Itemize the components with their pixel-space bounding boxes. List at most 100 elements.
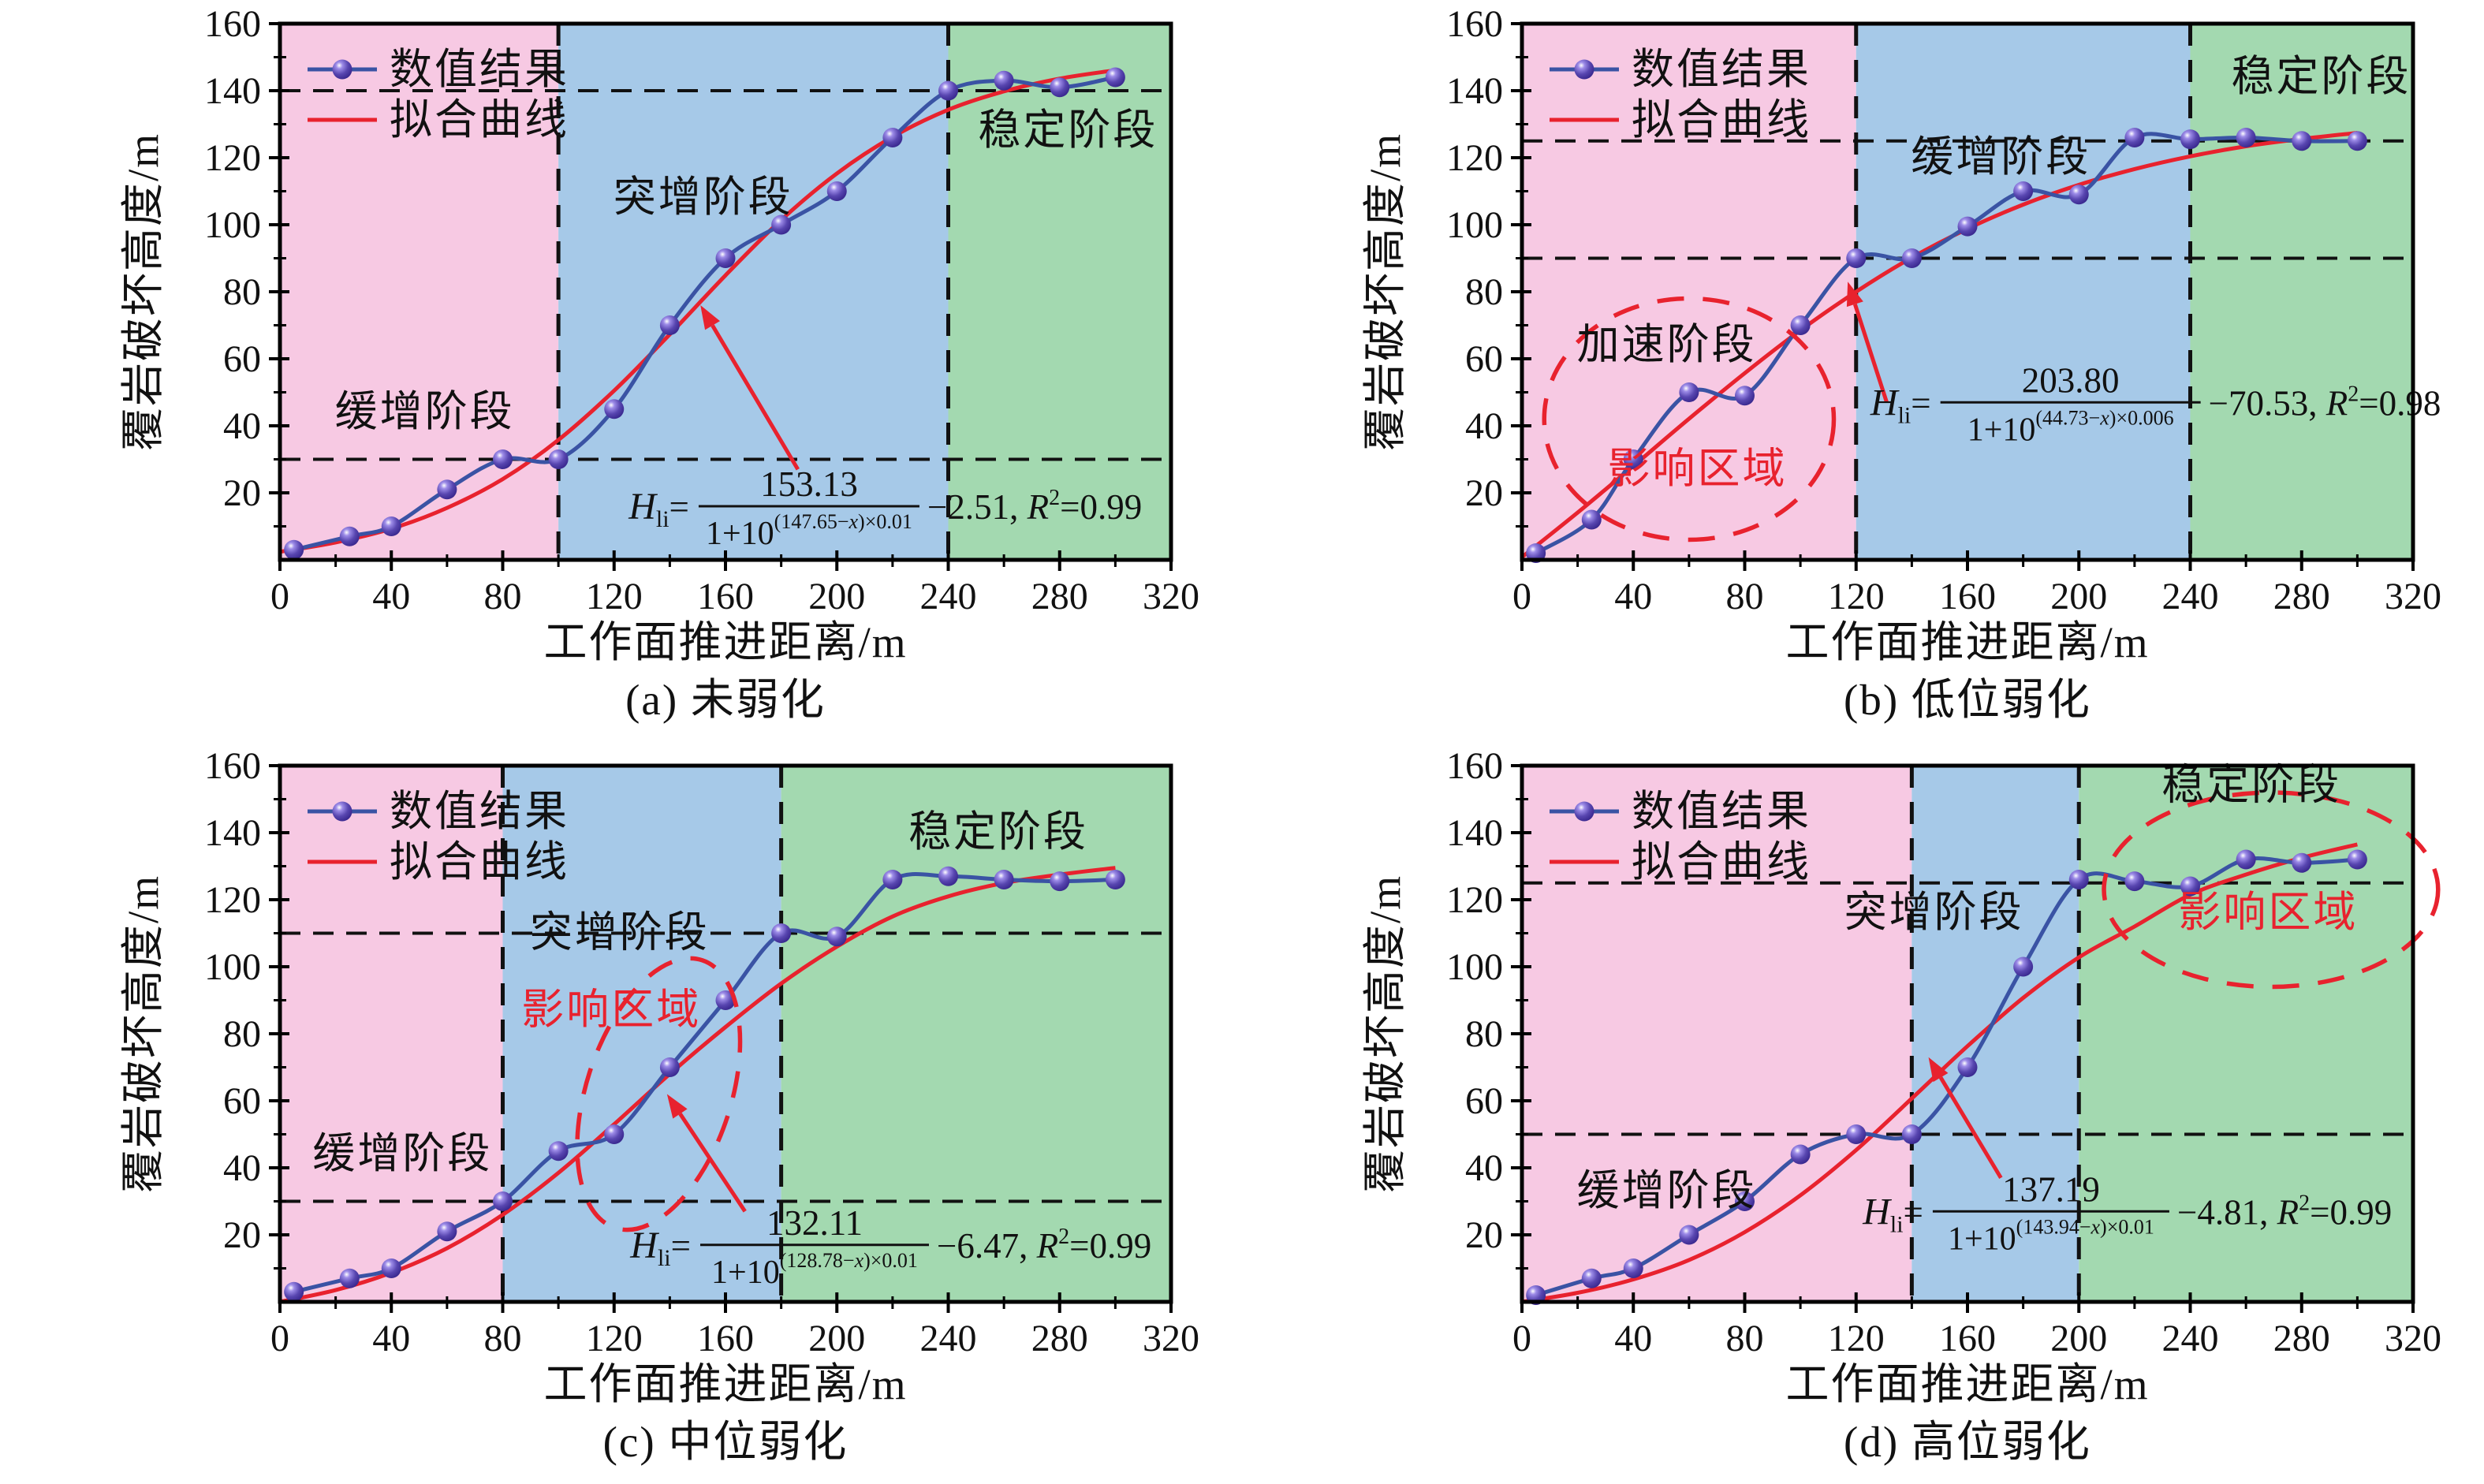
formula-lhs: Hli= — [1862, 1191, 1923, 1237]
data-point-marker — [826, 181, 847, 201]
data-point-marker — [1846, 248, 1867, 268]
data-point-marker — [493, 449, 513, 469]
data-point-marker — [437, 1221, 457, 1242]
y-tick-label: 80 — [1465, 271, 1503, 313]
legend-numeric-label: 数值结果 — [1632, 788, 1811, 835]
x-tick-label: 200 — [808, 576, 865, 615]
x-tick-label: 120 — [586, 576, 643, 615]
stage-region-0 — [280, 766, 503, 1302]
data-point-marker — [284, 1281, 304, 1302]
y-tick-label: 60 — [223, 338, 261, 380]
x-axis-label-c: 工作面推进距离/m — [543, 1360, 908, 1408]
annotation-arrow-head — [1846, 282, 1863, 308]
x-axis-label-d: 工作面推进距离/m — [1785, 1360, 2150, 1408]
caption-a: (a) 未弱化 — [625, 676, 826, 724]
x-tick-label: 80 — [1726, 1318, 1764, 1357]
data-point-marker — [381, 516, 401, 536]
numeric-curve — [1535, 856, 2358, 1297]
stage-region-1 — [502, 766, 781, 1302]
x-tick-label: 40 — [372, 1318, 410, 1357]
formula-numerator: 203.80 — [2022, 360, 2120, 400]
annotation-arrow-shaft — [711, 324, 800, 471]
x-tick-label: 320 — [1143, 576, 1199, 615]
data-point-marker — [659, 315, 680, 335]
y-tick-label: 160 — [1446, 3, 1503, 45]
y-axis-title: 覆岩破坏高度/m — [1361, 132, 1409, 451]
stage-region-2 — [781, 766, 1171, 1302]
x-tick-label: 240 — [2162, 576, 2219, 615]
x-tick-label: 160 — [1939, 1318, 1996, 1357]
influence-zone-label: 影响区域 — [2178, 889, 2358, 936]
formula-suffix: −70.53, R2=0.98 — [2209, 382, 2441, 423]
caption-b: (b) 低位弱化 — [1844, 676, 2091, 724]
data-point-marker — [1050, 77, 1070, 98]
stage-label-0: 加速阶段 — [1577, 321, 1757, 368]
y-tick-label: 80 — [223, 1013, 261, 1055]
data-point-marker — [882, 128, 903, 147]
data-point-marker — [1735, 1191, 1755, 1211]
formula-denominator: 1+10(128.78−x)×0.01 — [711, 1249, 918, 1291]
data-point-marker — [994, 70, 1014, 91]
data-point-marker — [715, 990, 736, 1010]
formula-suffix: −2.51, R2=0.99 — [927, 486, 1142, 527]
data-point-marker — [2013, 956, 2034, 977]
y-axis-title: 覆岩破坏高度/m — [119, 874, 167, 1193]
numeric-curve — [293, 75, 1116, 552]
data-point-marker — [2236, 128, 2256, 147]
y-tick-label: 80 — [1465, 1013, 1503, 1055]
stage-region-0 — [280, 24, 559, 560]
x-axis-label-a: 工作面推进距离/m — [543, 618, 908, 666]
data-point-marker — [1790, 315, 1811, 335]
caption-c: (c) 中位弱化 — [602, 1418, 849, 1466]
data-point-marker — [493, 1191, 513, 1211]
x-tick-label: 0 — [1512, 1318, 1531, 1357]
numeric-curve — [1535, 132, 2358, 555]
y-axis-title: 覆岩破坏高度/m — [1361, 874, 1409, 1193]
formula-suffix: −4.81, R2=0.99 — [2177, 1191, 2392, 1232]
data-point-marker — [548, 1141, 569, 1161]
y-tick-label: 80 — [223, 271, 261, 313]
data-point-marker — [1957, 216, 1978, 237]
x-tick-label: 80 — [484, 1318, 522, 1357]
data-point-marker — [771, 923, 792, 943]
formula-denominator: 1+10(44.73−x)×0.006 — [1967, 406, 2174, 448]
stage-region-1 — [1856, 24, 2191, 560]
legend-numeric-label: 数值结果 — [390, 46, 569, 93]
stage-region-1 — [558, 24, 949, 560]
data-point-marker — [659, 1057, 680, 1077]
x-tick-label: 200 — [2050, 1318, 2107, 1357]
stage-label-1: 缓增阶段 — [1911, 133, 2091, 181]
x-tick-label: 80 — [484, 576, 522, 615]
y-tick-label: 140 — [1446, 70, 1503, 112]
stage-label-2: 稳定阶段 — [908, 808, 1088, 856]
y-tick-label: 160 — [204, 3, 261, 45]
fit-curve — [279, 866, 1116, 1304]
x-tick-label: 240 — [920, 1318, 977, 1357]
y-tick-label: 40 — [223, 405, 261, 447]
data-point-marker — [1050, 871, 1070, 892]
formula-numerator: 153.13 — [760, 464, 858, 504]
data-point-marker — [1957, 1057, 1978, 1077]
annotation-arrow-head — [666, 1094, 688, 1119]
x-tick-label: 280 — [2273, 576, 2330, 615]
data-point-marker — [938, 866, 958, 886]
fit-formula: 153.13 1+10(147.65−x)×0.01 Hli= −2.51, R2=0… — [628, 464, 1142, 552]
data-point-marker — [2124, 128, 2145, 147]
data-point-marker — [1105, 870, 1125, 889]
legend-numeric-marker-sample — [1574, 59, 1594, 80]
data-point-marker — [604, 399, 625, 419]
legend-numeric-label: 数值结果 — [1632, 46, 1811, 93]
x-tick-label: 40 — [372, 576, 410, 615]
x-tick-label: 280 — [2273, 1318, 2330, 1357]
legend-fit-label: 拟合曲线 — [1632, 96, 1811, 144]
data-point-marker — [437, 479, 457, 500]
influence-zone-label: 影响区域 — [521, 986, 701, 1033]
y-tick-label: 60 — [1465, 338, 1503, 380]
y-tick-label: 120 — [1446, 879, 1503, 921]
formula-lhs: Hli= — [1870, 382, 1931, 428]
data-point-marker — [1679, 1225, 1699, 1245]
x-tick-label: 200 — [808, 1318, 865, 1357]
